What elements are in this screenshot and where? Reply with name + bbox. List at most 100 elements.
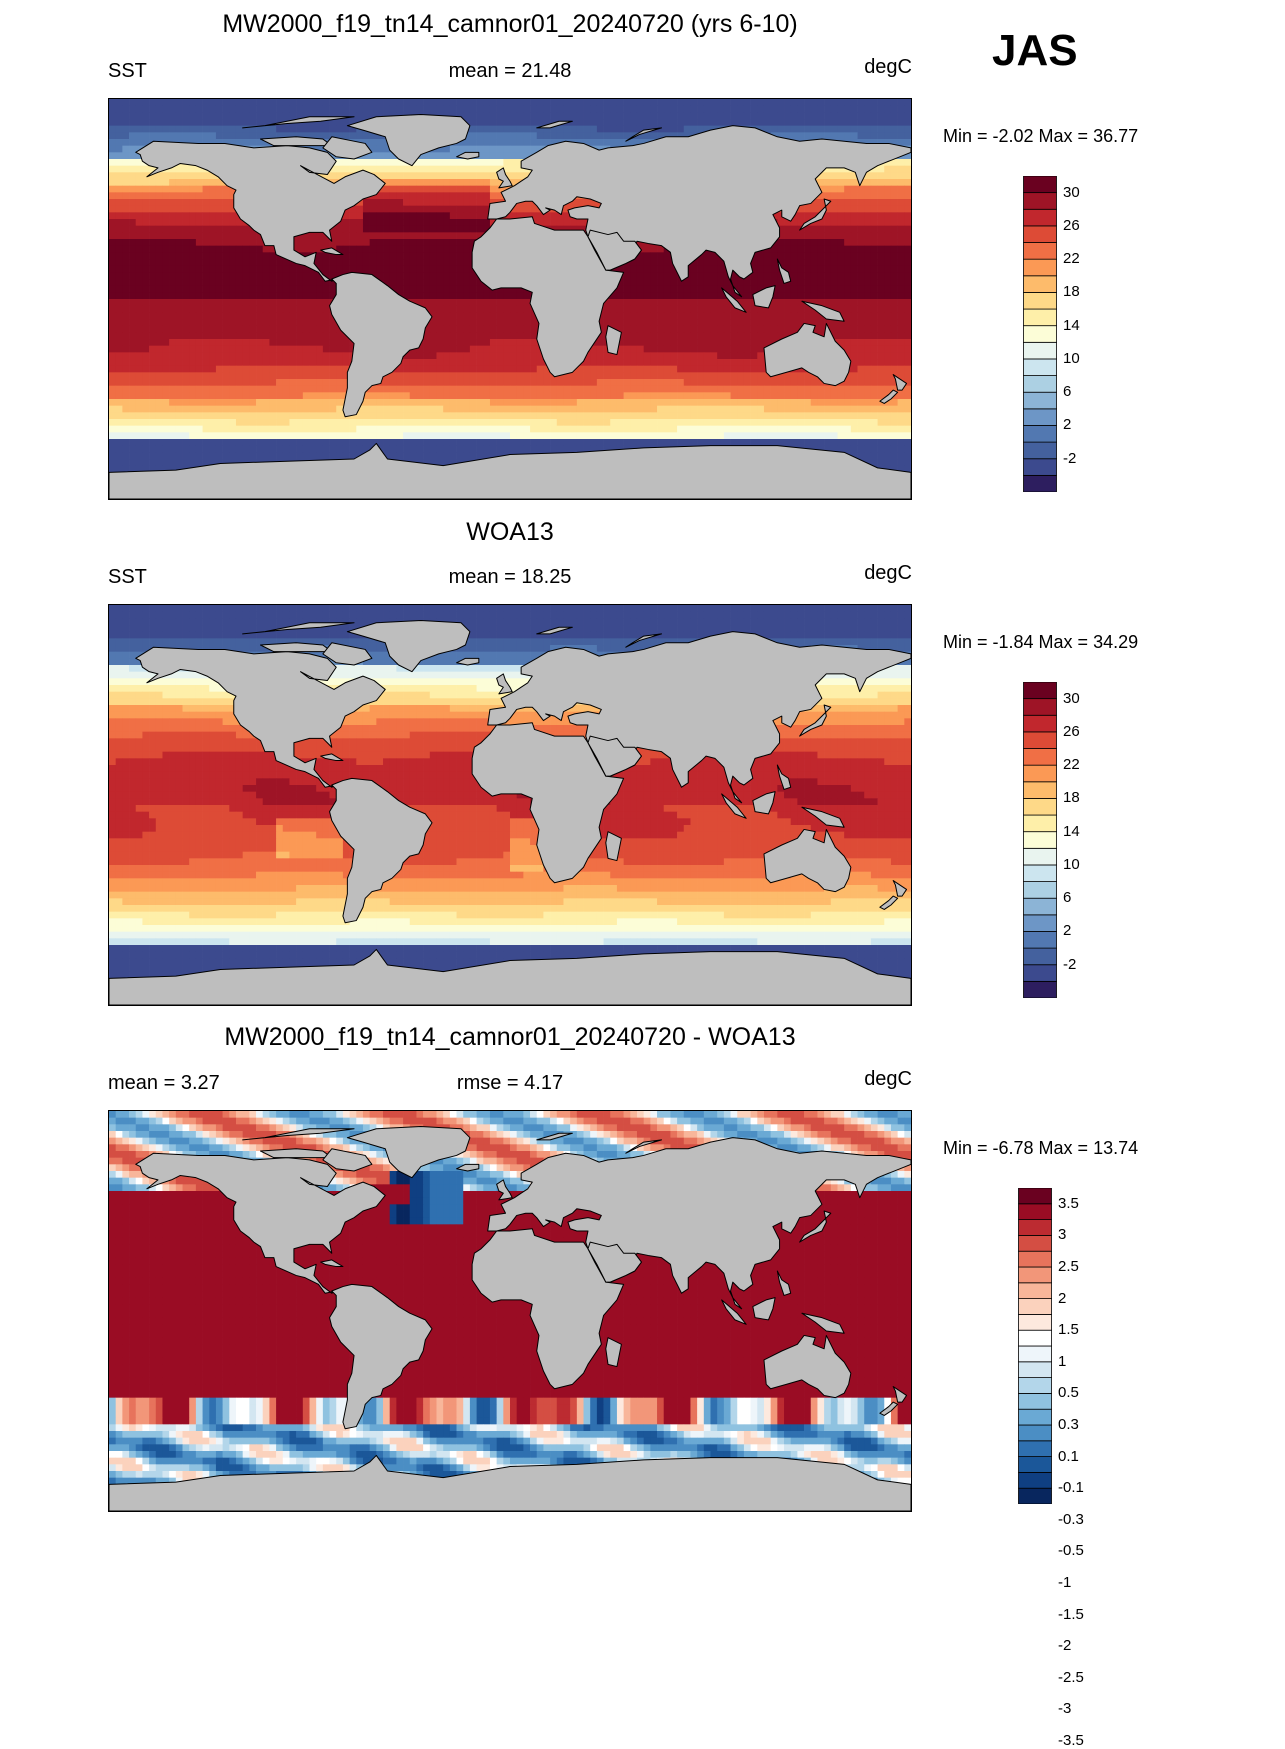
colorbar-swatch xyxy=(1023,474,1057,492)
colorbar-swatch xyxy=(1018,1298,1052,1315)
landmass xyxy=(456,151,480,160)
landmass xyxy=(721,287,747,313)
colorbar-swatch xyxy=(1023,275,1057,293)
landmass xyxy=(320,753,344,762)
landmass xyxy=(242,622,355,635)
colorbar-label: 1.5 xyxy=(1058,1322,1079,1337)
colorbar-label: 3.5 xyxy=(1058,1196,1079,1211)
landmass xyxy=(587,1241,642,1283)
landmass xyxy=(496,167,513,189)
landmass xyxy=(456,657,480,666)
colorbar-swatch xyxy=(1023,881,1057,899)
colorbar-swatch xyxy=(1018,1377,1052,1394)
colorbar-swatch xyxy=(1018,1424,1052,1442)
colorbar-swatch xyxy=(1018,1392,1052,1410)
colorbar-swatch xyxy=(1023,458,1057,476)
panel-2-minmax: Min = -1.84 Max = 34.29 xyxy=(943,633,1138,651)
landmass xyxy=(135,646,386,788)
colorbar-swatch xyxy=(1023,781,1057,799)
landmass xyxy=(799,704,832,737)
landmass xyxy=(109,1454,911,1511)
colorbar-label: -3.5 xyxy=(1058,1733,1084,1748)
landmass xyxy=(799,198,832,231)
landmass xyxy=(799,1210,832,1243)
landmass xyxy=(109,948,911,1005)
colorbar-label: 26 xyxy=(1063,724,1080,739)
colorbar-label: 30 xyxy=(1063,691,1080,706)
colorbar-swatch xyxy=(1023,325,1057,343)
landmass xyxy=(135,1152,386,1294)
landmass xyxy=(322,1148,373,1172)
landmass xyxy=(892,374,908,391)
colorbar-label: 6 xyxy=(1063,384,1071,399)
landmass xyxy=(329,1283,433,1430)
colorbar-label: 0.1 xyxy=(1058,1449,1079,1464)
panel-2-mean: mean = 18.25 xyxy=(449,567,572,587)
landmass xyxy=(242,116,355,129)
panel-2-title: WOA13 xyxy=(466,520,554,545)
panel-3-title: MW2000_f19_tn14_camnor01_20240720 - WOA1… xyxy=(224,1025,795,1050)
colorbar-swatch xyxy=(1023,308,1057,327)
panel-3-minmax: Min = -6.78 Max = 13.74 xyxy=(943,1139,1138,1157)
landmass xyxy=(776,1270,792,1296)
colorbar-swatch xyxy=(1023,242,1057,260)
colorbar-swatch xyxy=(1023,831,1057,849)
colorbar-label: 0.3 xyxy=(1058,1417,1079,1432)
colorbar-label: 22 xyxy=(1063,757,1080,772)
colorbar-swatch xyxy=(1023,914,1057,932)
landmass xyxy=(801,806,845,828)
panel-1-variable: SST xyxy=(108,61,147,81)
colorbar-swatch xyxy=(1023,764,1057,783)
colorbar-label: 0.5 xyxy=(1058,1385,1079,1400)
landmass xyxy=(456,1163,480,1172)
landmass xyxy=(776,764,792,790)
landmass xyxy=(471,722,625,884)
landmass xyxy=(892,1386,908,1403)
colorbar-swatch xyxy=(1023,798,1057,816)
colorbar-swatch xyxy=(1023,341,1057,360)
colorbar-swatch xyxy=(1018,1219,1052,1236)
colorbar-label: -2 xyxy=(1063,957,1076,972)
colorbar-swatch xyxy=(1018,1314,1052,1331)
land-masses xyxy=(109,620,911,1005)
landmass xyxy=(496,1179,513,1201)
landmass xyxy=(625,127,662,142)
landmass xyxy=(346,1126,471,1179)
landmass xyxy=(752,285,776,309)
landmass xyxy=(329,271,433,418)
panel-2-map xyxy=(108,604,912,1006)
colorbar-label: 2.5 xyxy=(1058,1259,1079,1274)
colorbar-swatch xyxy=(1018,1282,1052,1300)
panel-3-map xyxy=(108,1110,912,1512)
landmass xyxy=(587,229,642,271)
colorbar-swatch xyxy=(1018,1188,1052,1205)
colorbar-swatch xyxy=(1023,731,1057,749)
colorbar-label: 18 xyxy=(1063,790,1080,805)
colorbar-label: 30 xyxy=(1063,185,1080,200)
colorbar-swatch xyxy=(1023,176,1057,194)
panel-2-units: degC xyxy=(864,563,912,583)
colorbar-swatch xyxy=(1018,1250,1052,1268)
colorbar-swatch xyxy=(1023,258,1057,277)
colorbar-swatch xyxy=(1023,192,1057,210)
landmass xyxy=(625,633,662,648)
colorbar-swatch xyxy=(1018,1471,1052,1489)
landmass xyxy=(587,735,642,777)
colorbar-swatch xyxy=(1023,814,1057,833)
landmass xyxy=(605,831,622,862)
colorbar-swatch xyxy=(1023,408,1057,426)
landmass xyxy=(536,120,573,129)
colorbar-label: 22 xyxy=(1063,251,1080,266)
colorbar-swatches xyxy=(1023,682,1057,998)
landmass xyxy=(721,1299,747,1325)
colorbar-label: 2 xyxy=(1063,417,1071,432)
colorbar-swatch xyxy=(1023,748,1057,766)
landmass xyxy=(605,325,622,356)
colorbar-swatch xyxy=(1023,698,1057,716)
panel-3-colorbar: 3.5 3 2.5 2 1.5 1 0.5 0.3 0.1 -0.1 -0.3 -0.5 -1 -1.5 -… xyxy=(1018,1188,1084,1748)
landmass xyxy=(879,389,899,404)
colorbar-swatch xyxy=(1018,1266,1052,1284)
panel-1-units: degC xyxy=(864,57,912,77)
landmass xyxy=(752,791,776,815)
panel-3-rmse: rmse = 4.17 xyxy=(457,1073,563,1093)
